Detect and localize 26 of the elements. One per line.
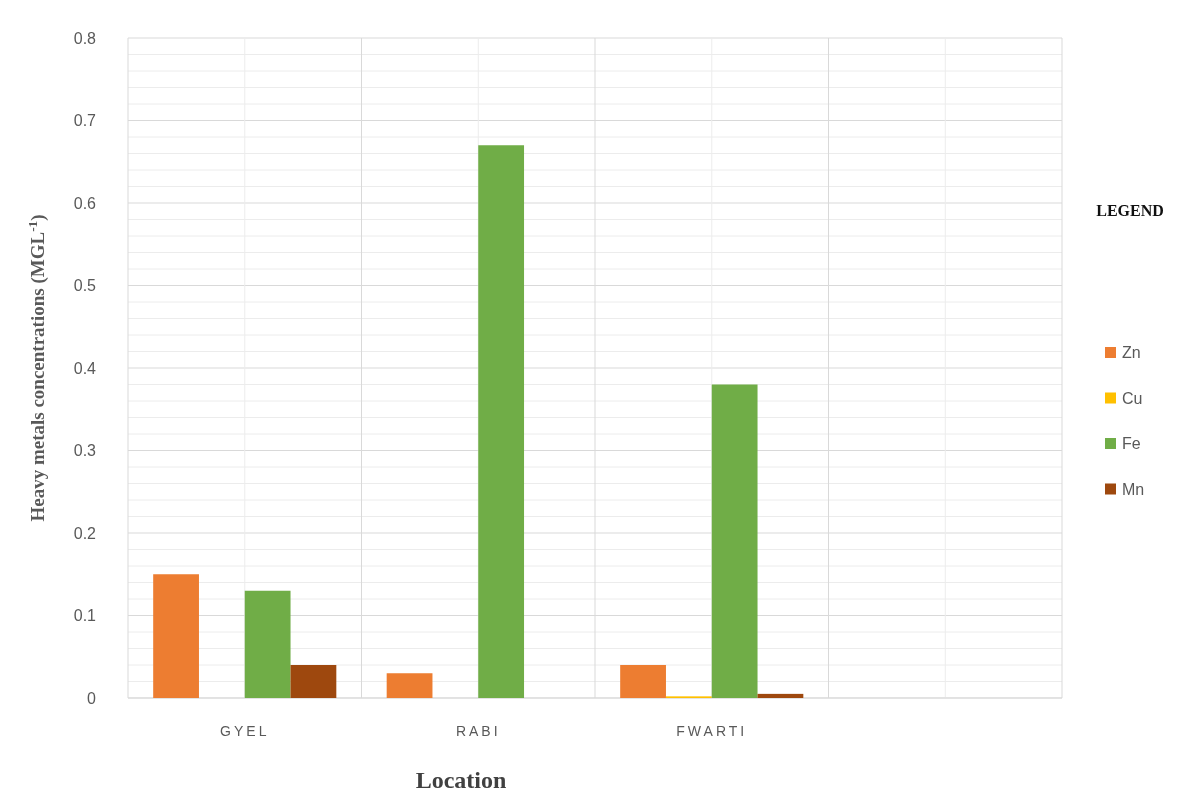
- y-tick-label: 0.4: [73, 359, 97, 377]
- x-tick-label: RABI: [455, 722, 501, 739]
- bar: [153, 574, 199, 698]
- y-tick-label: 0.3: [73, 442, 97, 460]
- bar: [757, 693, 804, 698]
- y-tick-label: 0.7: [73, 112, 97, 130]
- legend-title: LEGEND: [1096, 202, 1164, 219]
- x-tick-label: GYEL: [220, 722, 270, 739]
- bar: [620, 665, 666, 698]
- bar: [386, 673, 433, 698]
- x-tick-label: FWARTI: [676, 722, 748, 739]
- y-tick-label: 0: [87, 689, 97, 707]
- legend-label: Mn: [1122, 480, 1145, 498]
- legend-label: Cu: [1122, 389, 1143, 407]
- y-tick-label: 0.5: [73, 277, 97, 295]
- legend-label: Zn: [1122, 344, 1141, 361]
- bar: [290, 665, 337, 698]
- x-axis-title: Location: [415, 767, 507, 793]
- y-tick-label: 0.8: [73, 29, 97, 47]
- bar: [244, 590, 291, 698]
- legend-label: Fe: [1122, 435, 1141, 452]
- y-tick-label: 0.2: [73, 524, 97, 542]
- y-tick-label: 0.6: [73, 194, 97, 212]
- bar: [478, 145, 525, 698]
- bar: [711, 384, 758, 698]
- y-tick-label: 0.1: [73, 607, 97, 625]
